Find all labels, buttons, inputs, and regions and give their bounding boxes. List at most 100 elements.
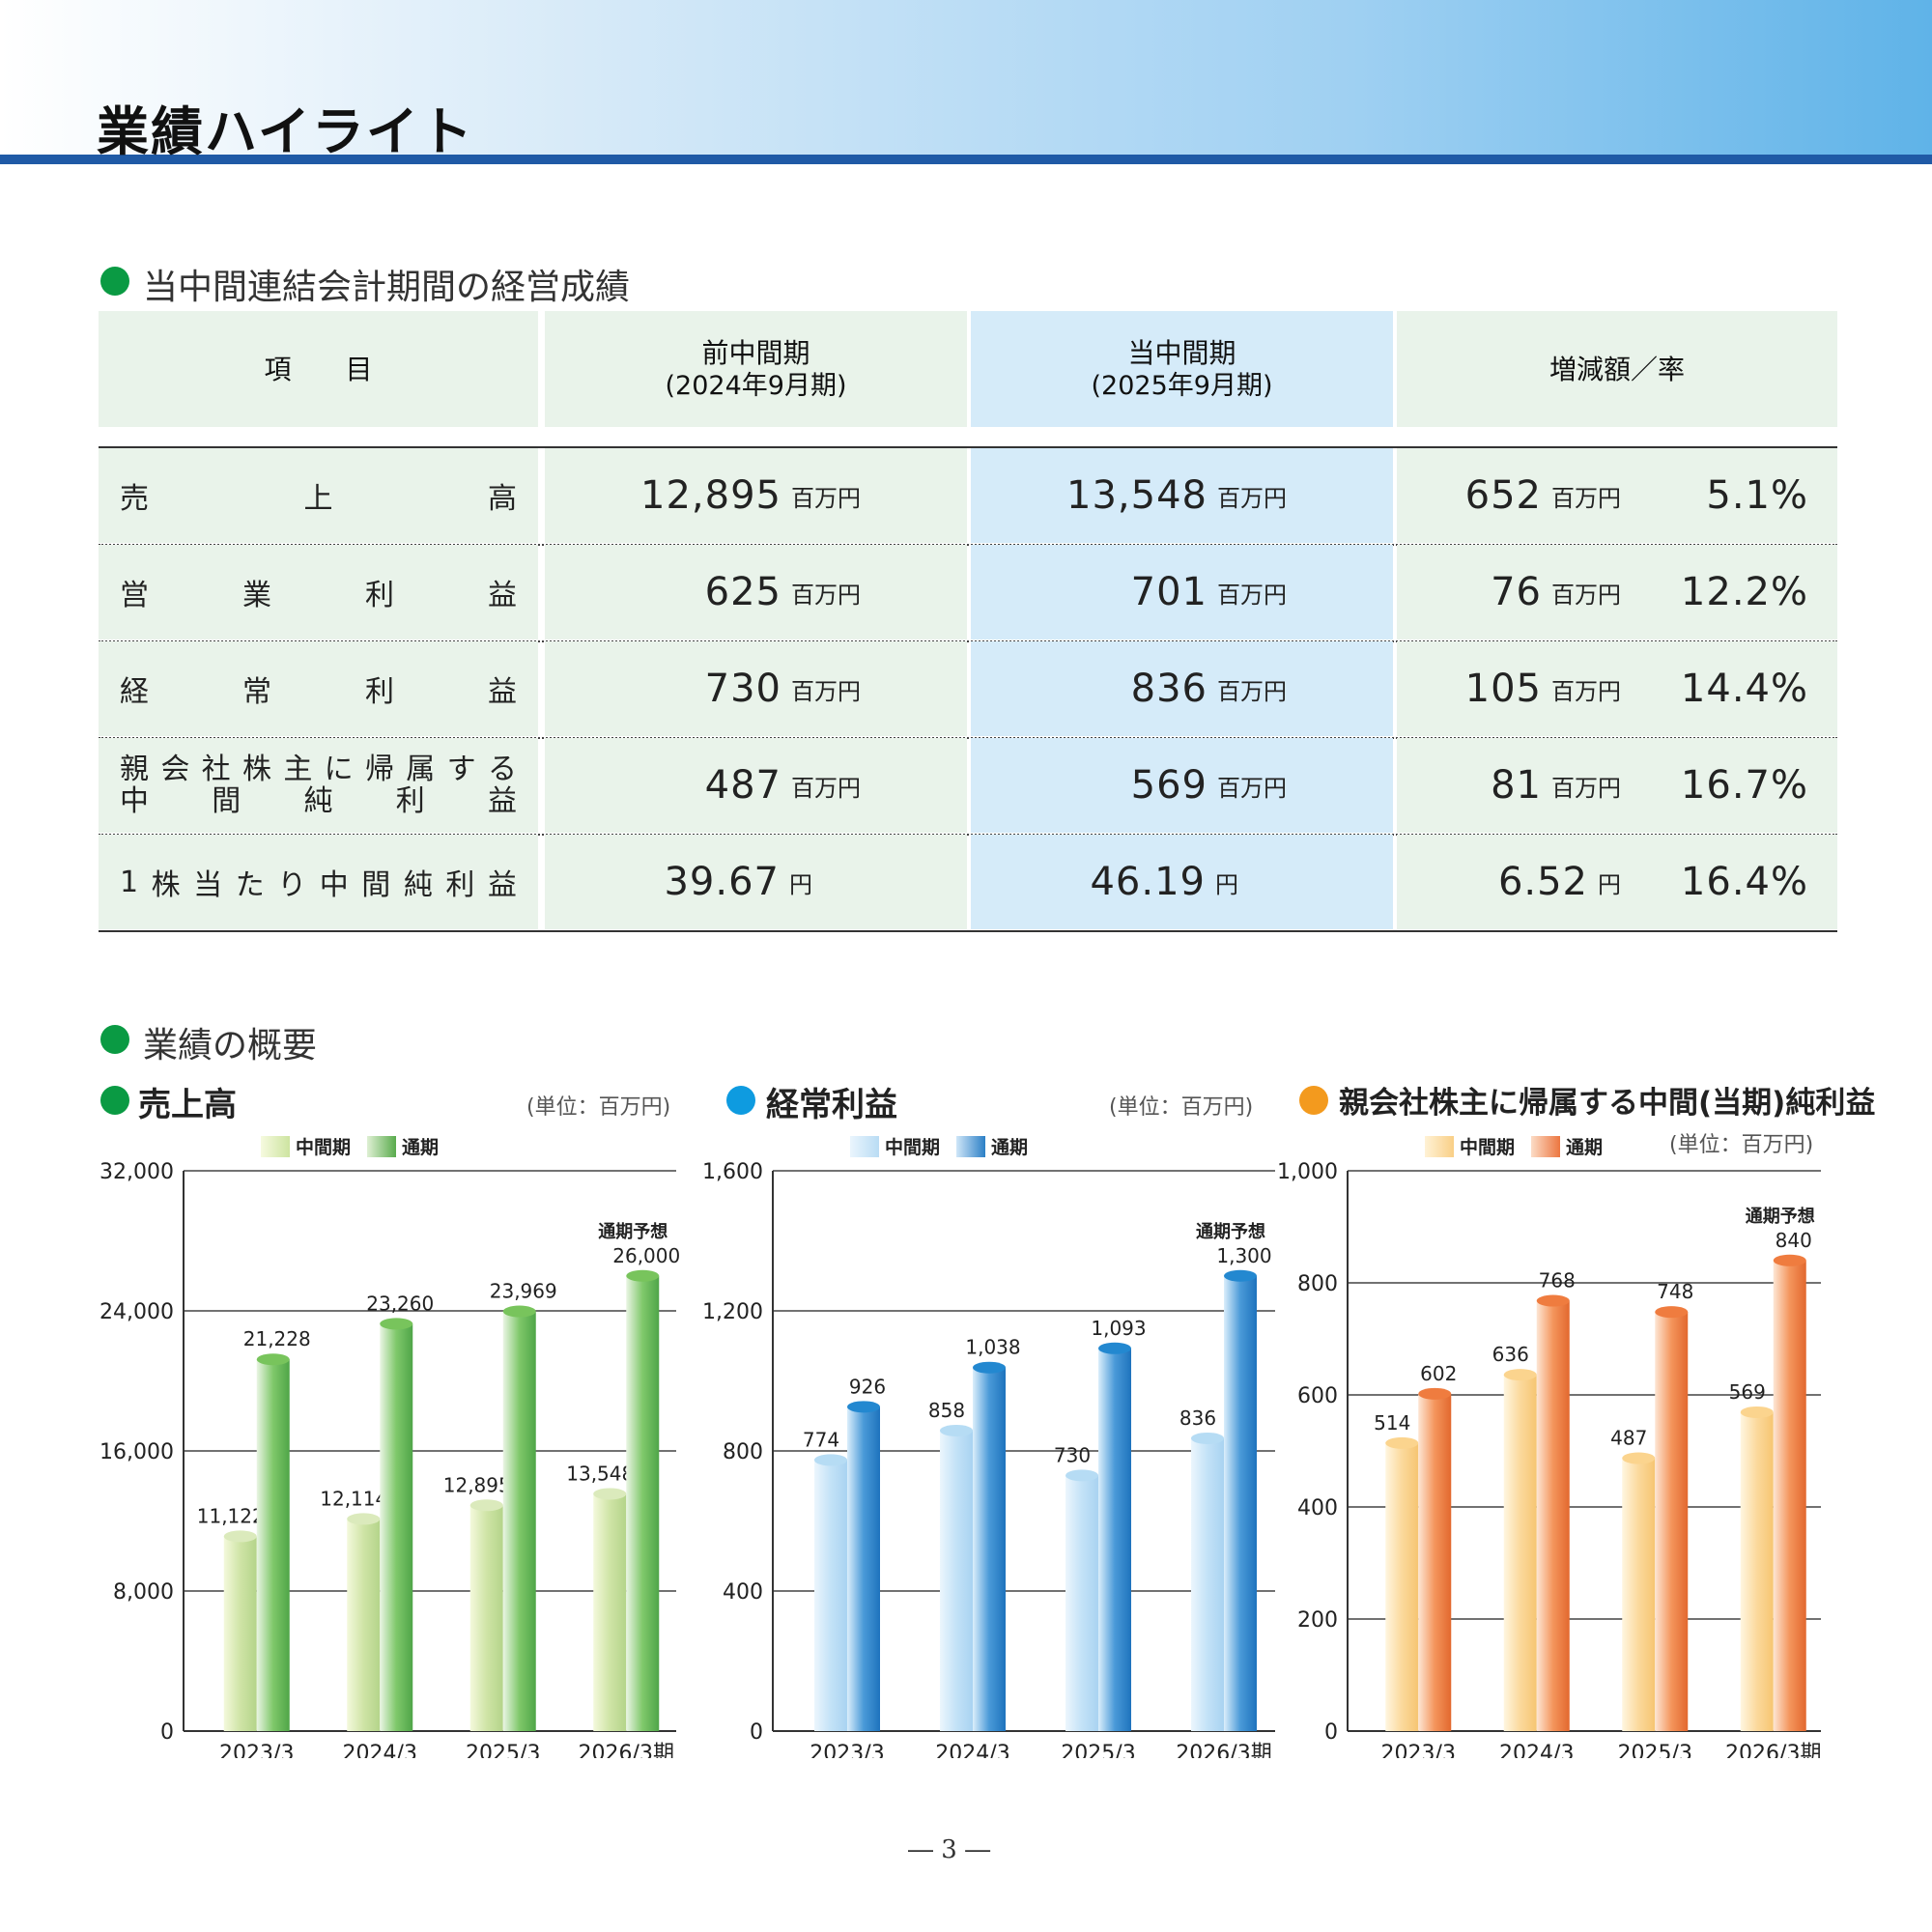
prev-unit: 百万円 [791, 774, 861, 802]
row-label-char: 帰 [364, 753, 394, 786]
sales-chart: 中間期 通期 0 8,000 16,000 24,000 32,000 2023/3 11,12… [99, 1136, 680, 1758]
diff-unit: 円 [1598, 870, 1621, 898]
unit-note-sales: (単位：百万円) [526, 1095, 671, 1120]
forecast-note: 通期予想 [1746, 1206, 1815, 1227]
legend-swatch-interim [261, 1136, 290, 1157]
bar-cap-interim [1622, 1452, 1656, 1464]
row-label-char: 中 [120, 784, 149, 818]
row-label: 親会社株主に帰属する中 間 純 利 益 [99, 738, 538, 833]
y-tick-label: 400 [723, 1580, 763, 1605]
bar-cap-interim [1503, 1369, 1537, 1381]
chart-legend: 中間期 通期 [850, 1136, 1028, 1158]
prev-unit: 百万円 [791, 677, 861, 705]
bar-interim [1503, 1375, 1537, 1731]
diff-wrap: 76 百万円 [1397, 570, 1621, 614]
data-label-full-year: 1,038 [965, 1336, 1020, 1359]
curr-value-cell: 569 百万円 [971, 738, 1393, 833]
y-tick-label: 600 [1297, 1384, 1338, 1408]
header-curr-sublabel: (2025年9月期) [1091, 370, 1273, 401]
data-label-full-year: 21,228 [243, 1327, 311, 1350]
chart-bullet-icon [100, 1086, 129, 1115]
bar-cap-full-year [1655, 1306, 1689, 1319]
bar-cap-interim [1191, 1432, 1224, 1444]
diff-value: 76 [1491, 570, 1542, 614]
row-label-char: 中 [319, 868, 349, 902]
results-table: 項 目 前中間期 (2024年9月期) 当中間期 (2025年9月期) 増減額／… [99, 311, 1837, 932]
legend-label-full-year: 通期 [1566, 1137, 1603, 1158]
y-tick-label: 8,000 [113, 1580, 174, 1605]
legend-label-interim: 中間期 [1460, 1136, 1515, 1158]
x-tick-label: 2024/3 [1499, 1742, 1574, 1758]
legend-label-interim: 中間期 [885, 1136, 940, 1158]
row-label-char: 営 [120, 579, 149, 612]
row-label-char: 利 [365, 579, 394, 612]
ordinary-profit-chart: 中間期 通期 0 400 800 1,200 1,600 2023/3 774 926 2024/3… [702, 1136, 1275, 1758]
diff-unit: 百万円 [1551, 581, 1621, 609]
data-label-full-year: 23,969 [490, 1280, 557, 1303]
curr-unit: 円 [1215, 870, 1238, 898]
chart-title-ordinary-profit: 経常利益 [766, 1086, 897, 1124]
x-tick-label: 2024/3 [935, 1742, 1009, 1758]
bar-cap-full-year [1773, 1254, 1806, 1266]
diff-wrap: 6.52 円 [1397, 860, 1621, 904]
bar-interim [814, 1460, 847, 1731]
bar-interim [1622, 1458, 1656, 1731]
legend-swatch-full-year [956, 1136, 985, 1157]
row-label-char: 常 [242, 675, 271, 709]
curr-value: 46.19 [1090, 860, 1206, 904]
forecast-note: 通期予想 [1196, 1221, 1265, 1242]
data-label-full-year: 23,260 [366, 1292, 434, 1315]
bar-cap-interim [814, 1454, 847, 1466]
prev-value: 12,895 [640, 473, 781, 518]
page-header-band [0, 0, 1932, 158]
diff-value: 81 [1491, 763, 1542, 808]
bar-interim [1740, 1411, 1774, 1731]
curr-value-cell: 13,548 百万円 [971, 448, 1393, 543]
row-label-char: 高 [488, 482, 517, 516]
bar-full-year [626, 1275, 660, 1731]
row-label-char: る [487, 753, 517, 786]
header-prev: 前中間期 (2024年9月期) [545, 311, 967, 427]
y-tick-label: 0 [1324, 1720, 1338, 1745]
page-number: ― 3 ― [908, 1835, 991, 1864]
bar-cap-full-year [1098, 1342, 1131, 1354]
unit-note-net-income: (単位：百万円) [1669, 1133, 1814, 1157]
prev-value-cell: 730 百万円 [545, 641, 967, 736]
bar-cap-interim [1385, 1436, 1419, 1449]
bar-cap-full-year [256, 1353, 290, 1366]
row-label-char: 利 [365, 675, 394, 709]
prev-value-cell: 39.67 円 [545, 835, 967, 929]
row-label: 営業利益 [99, 545, 538, 639]
row-separator [99, 930, 1837, 932]
change-cell: 81 百万円 16.7% [1397, 738, 1837, 833]
prev-value: 39.67 [664, 860, 780, 904]
data-label-full-year: 926 [849, 1375, 886, 1398]
diff-unit: 百万円 [1551, 774, 1621, 802]
row-label: 売上高 [99, 448, 538, 543]
chart-title-sales: 売上高 [138, 1086, 237, 1124]
diff-wrap: 652 百万円 [1397, 473, 1621, 518]
data-label-interim: 569 [1729, 1380, 1766, 1404]
forecast-note: 通期予想 [598, 1221, 668, 1242]
chart-title-net-income: 親会社株主に帰属する中間(当期)純利益 [1339, 1086, 1876, 1121]
legend-label-full-year: 通期 [991, 1137, 1028, 1158]
y-tick-label: 800 [1297, 1272, 1338, 1296]
y-tick-label: 24,000 [99, 1300, 174, 1324]
diff-value: 105 [1464, 667, 1542, 711]
curr-value: 836 [1130, 667, 1208, 711]
data-label-full-year: 1,300 [1216, 1244, 1271, 1267]
bar-cap-interim [223, 1530, 257, 1543]
bar-cap-full-year [847, 1401, 880, 1413]
data-label-interim: 12,114 [320, 1487, 387, 1510]
y-tick-label: 1,000 [1277, 1160, 1338, 1184]
curr-value-cell: 46.19 円 [971, 835, 1393, 929]
bar-cap-full-year [380, 1318, 413, 1330]
chart-legend: 中間期 通期 [1425, 1136, 1603, 1158]
y-tick-label: 0 [160, 1720, 174, 1745]
row-label-char: 主 [283, 753, 313, 786]
bar-full-year [1536, 1300, 1570, 1731]
section-bullet-icon [100, 1025, 129, 1054]
bar-interim [223, 1536, 257, 1731]
data-label-full-year: 1,093 [1091, 1317, 1146, 1340]
data-label-full-year: 26,000 [612, 1244, 680, 1267]
